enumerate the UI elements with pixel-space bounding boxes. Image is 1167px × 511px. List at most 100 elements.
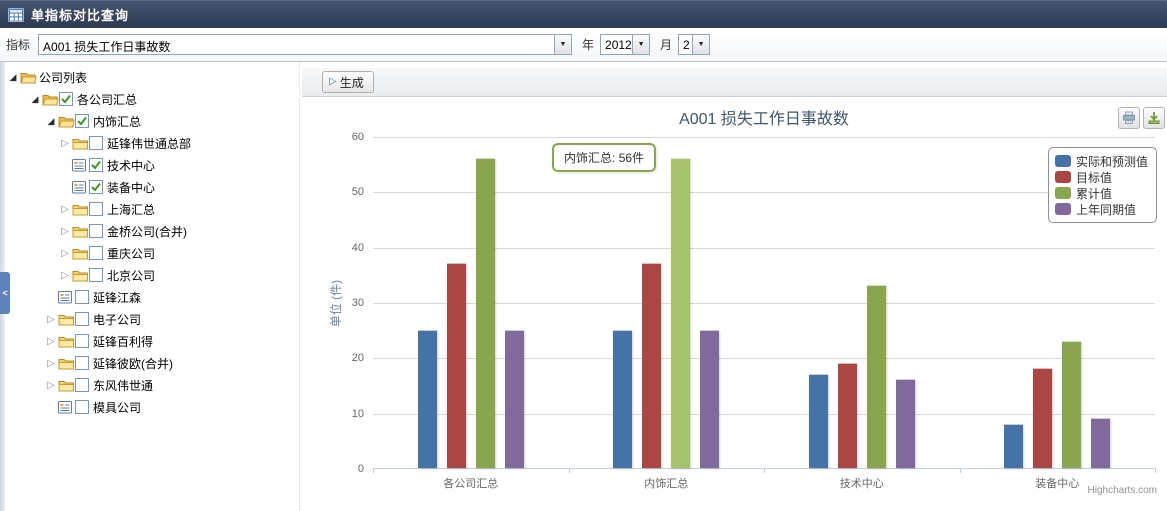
tree-expand-icon[interactable]: ▷ [61, 269, 69, 281]
print-button[interactable] [1118, 107, 1140, 129]
bar-技术中心-上年同期值[interactable] [895, 379, 915, 468]
tree-expand-icon[interactable]: ▷ [61, 137, 69, 149]
legend-item-目标值[interactable]: 目标值 [1054, 169, 1148, 185]
bar-内饰汇总-实际和预测值[interactable] [613, 329, 633, 468]
checkbox-unchecked[interactable] [75, 378, 91, 392]
legend-label: 实际和预测值 [1075, 154, 1148, 169]
tree-node-重庆公司[interactable]: ▷ 重庆公司 [6, 242, 299, 264]
bar-各公司汇总-上年同期值[interactable] [504, 329, 524, 468]
checkbox-checked[interactable] [89, 180, 105, 194]
x-axis-tick [568, 468, 570, 473]
checkbox-unchecked[interactable] [75, 334, 91, 348]
tree-collapse-icon[interactable]: ◢ [9, 71, 17, 82]
legend-item-实际和预测值[interactable]: 实际和预测值 [1054, 153, 1148, 169]
legend-label: 上年同期值 [1075, 202, 1136, 217]
tree-node-延锋彼欧(合并)[interactable]: ▷ 延锋彼欧(合并) [6, 352, 299, 374]
tree-node-延锋江森[interactable]: 延锋江森 [6, 286, 299, 308]
chevron-down-icon[interactable]: ▼ [632, 35, 650, 54]
tree-expand-icon[interactable]: ▷ [61, 247, 69, 259]
y-axis-tick-label: 60 [351, 131, 364, 143]
bar-各公司汇总-实际和预测值[interactable] [417, 329, 437, 468]
tree-node-上海汇总[interactable]: ▷ 上海汇总 [6, 198, 299, 220]
checkbox-unchecked[interactable] [89, 268, 105, 282]
tree-expand-icon[interactable]: ▷ [47, 357, 55, 369]
tree-node-模具公司[interactable]: 模具公司 [6, 396, 299, 418]
tree-expand-icon[interactable]: ▷ [47, 379, 55, 391]
tree-expand-icon[interactable]: ▷ [61, 203, 69, 215]
x-axis-category-label: 技术中心 [839, 478, 884, 490]
checkbox-unchecked[interactable] [75, 356, 91, 370]
checkbox-unchecked[interactable] [75, 290, 91, 304]
collapse-panel-button[interactable]: < [0, 272, 10, 314]
tree-node-label: 内饰汇总 [93, 114, 142, 129]
tree-node-label: 模具公司 [93, 400, 142, 415]
tree-node-label: 东风伟世通 [93, 378, 154, 393]
legend-swatch-icon [1054, 155, 1071, 167]
bar-技术中心-目标值[interactable] [837, 362, 857, 468]
tree-node-内饰汇总[interactable]: ◢ 内饰汇总 [6, 110, 299, 132]
checkbox-unchecked[interactable] [89, 224, 105, 238]
tree-node-各公司汇总[interactable]: ◢ 各公司汇总 [6, 88, 299, 110]
filter-bar: 指标 A001 损失工作日事故数 ▼ 年 2012 ▼ 月 2 ▼ [0, 28, 1167, 62]
bar-各公司汇总-目标值[interactable] [446, 263, 466, 468]
checkbox-unchecked[interactable] [75, 400, 91, 414]
tree-node-东风伟世通[interactable]: ▷ 东风伟世通 [6, 374, 299, 396]
tree-expand-icon[interactable]: ▷ [47, 335, 55, 347]
bar-技术中心-累计值[interactable] [866, 285, 886, 468]
legend-swatch-icon [1054, 203, 1071, 215]
checkbox-unchecked[interactable] [89, 246, 105, 260]
page-title: 单指标对比查询 [31, 8, 130, 23]
tree-node-北京公司[interactable]: ▷ 北京公司 [6, 264, 299, 286]
folder-icon [72, 269, 89, 282]
checkbox-unchecked[interactable] [89, 202, 105, 216]
folder-open-icon [20, 71, 37, 84]
chart-toolbar: ▷ 生成 [302, 68, 1167, 97]
download-button[interactable] [1143, 107, 1165, 129]
gridline [373, 303, 1155, 304]
tree-node-金桥公司(合并)[interactable]: ▷ 金桥公司(合并) [6, 220, 299, 242]
checkbox-unchecked[interactable] [75, 312, 91, 326]
bar-内饰汇总-目标值[interactable] [642, 263, 662, 468]
tree-node-延锋百利得[interactable]: ▷ 延锋百利得 [6, 330, 299, 352]
tree-node-电子公司[interactable]: ▷ 电子公司 [6, 308, 299, 330]
bar-装备中心-目标值[interactable] [1033, 368, 1053, 468]
bar-装备中心-上年同期值[interactable] [1091, 418, 1111, 468]
tree-node-公司列表[interactable]: ◢ 公司列表 [6, 66, 299, 88]
tree-node-装备中心[interactable]: 装备中心 [6, 176, 299, 198]
tree-collapse-icon[interactable]: ◢ [31, 93, 39, 104]
checkbox-checked[interactable] [89, 158, 105, 172]
checkbox-checked[interactable] [75, 114, 91, 128]
checkbox-unchecked[interactable] [89, 136, 105, 150]
bar-技术中心-实际和预测值[interactable] [808, 373, 828, 468]
gridline [373, 358, 1155, 360]
month-select[interactable]: 2 ▼ [678, 34, 711, 55]
tree-node-延锋伟世通总部[interactable]: ▷ 延锋伟世通总部 [6, 132, 299, 154]
month-value: 2 [683, 38, 690, 52]
generate-button[interactable]: ▷ 生成 [322, 71, 374, 93]
chevron-down-icon[interactable]: ▼ [554, 35, 572, 54]
tree-expand-icon[interactable]: ▷ [61, 225, 69, 237]
generate-button-label: 生成 [339, 75, 364, 90]
title-bar: 单指标对比查询 [0, 0, 1167, 28]
tree-expand-icon[interactable]: ▷ [47, 313, 55, 325]
indicator-select[interactable]: A001 损失工作日事故数 ▼ [38, 34, 573, 55]
gridline [373, 192, 1155, 194]
tree-collapse-icon[interactable]: ◢ [47, 115, 55, 126]
bar-装备中心-实际和预测值[interactable] [1004, 423, 1024, 468]
bar-内饰汇总-累计值[interactable] [671, 158, 691, 468]
highcharts-credit-link[interactable]: Highcharts.com [1087, 485, 1157, 496]
legend-item-上年同期值[interactable]: 上年同期值 [1054, 201, 1148, 217]
indicator-value: A001 损失工作日事故数 [43, 40, 171, 54]
year-select[interactable]: 2012 ▼ [600, 34, 651, 55]
bar-装备中心-累计值[interactable] [1062, 340, 1082, 468]
chart-legend: 实际和预测值 目标值 累计值 上年同期值 [1047, 147, 1157, 223]
chevron-down-icon[interactable]: ▼ [692, 35, 710, 54]
x-axis-tick [764, 468, 765, 473]
tree-node-label: 电子公司 [93, 312, 142, 327]
bar-各公司汇总-累计值[interactable] [475, 158, 495, 468]
legend-item-累计值[interactable]: 累计值 [1054, 185, 1148, 201]
checkbox-checked[interactable] [59, 92, 75, 106]
tree-node-技术中心[interactable]: 技术中心 [6, 154, 299, 176]
bar-内饰汇总-上年同期值[interactable] [700, 329, 720, 468]
